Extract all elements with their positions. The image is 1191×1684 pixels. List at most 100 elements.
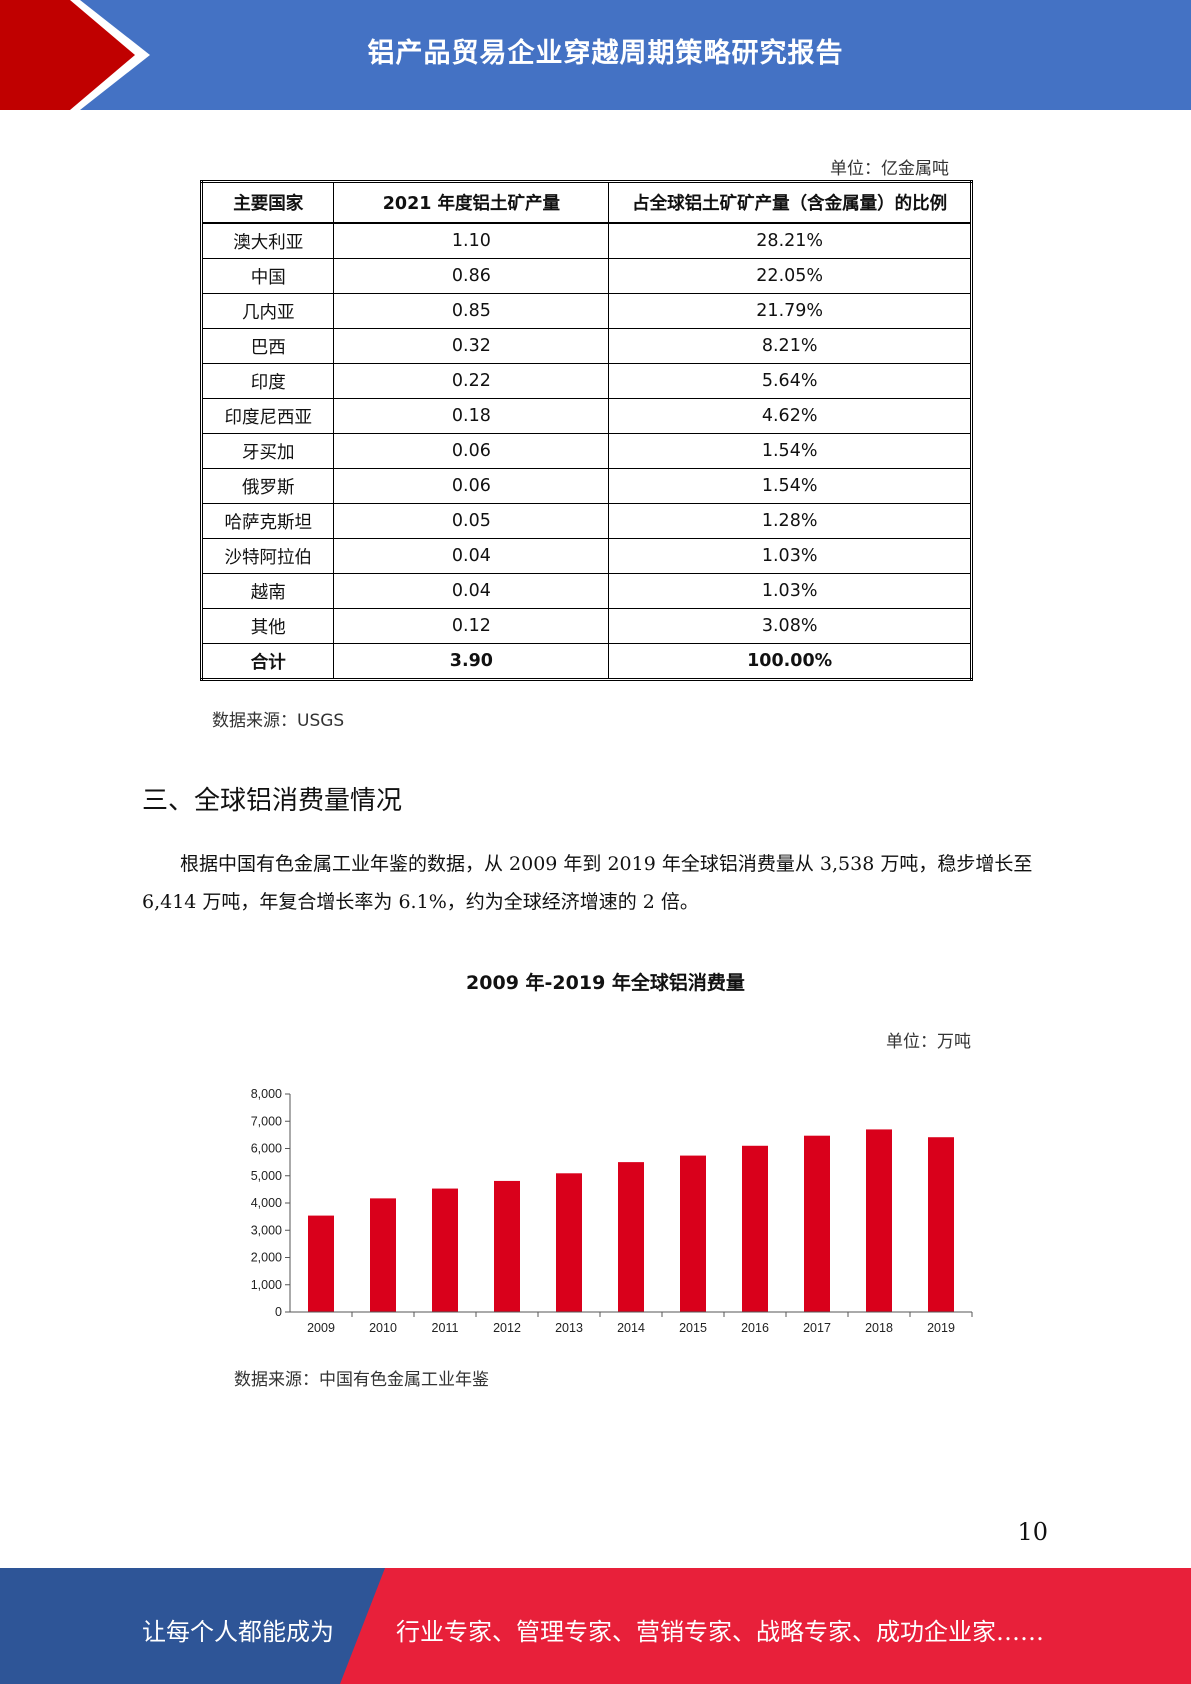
total-production-cell: 3.90 bbox=[333, 643, 610, 681]
country-cell: 俄罗斯 bbox=[200, 468, 335, 504]
footer-band bbox=[0, 1568, 1191, 1684]
table-row: 沙特阿拉伯 0.04 1.03% bbox=[200, 538, 972, 574]
table-row: 俄罗斯 0.06 1.54% bbox=[200, 468, 972, 504]
share-cell: 1.54% bbox=[608, 468, 972, 504]
page-number: 10 bbox=[1017, 1518, 1048, 1546]
table-row: 其他 0.12 3.08% bbox=[200, 608, 972, 644]
table-row: 中国 0.86 22.05% bbox=[200, 258, 972, 294]
share-cell: 5.64% bbox=[608, 363, 972, 399]
country-cell: 巴西 bbox=[200, 328, 335, 364]
y-tick-label: 8,000 bbox=[251, 1087, 282, 1101]
share-cell: 4.62% bbox=[608, 398, 972, 434]
share-cell: 1.28% bbox=[608, 503, 972, 539]
header-country: 主要国家 bbox=[200, 181, 335, 224]
production-cell: 0.18 bbox=[333, 398, 610, 434]
header-production: 2021 年度铝土矿产量 bbox=[333, 181, 610, 224]
table-source-label: 数据来源：USGS bbox=[212, 711, 345, 731]
country-cell: 澳大利亚 bbox=[200, 222, 335, 259]
x-tick-label: 2012 bbox=[493, 1321, 521, 1335]
bar-2012 bbox=[494, 1180, 520, 1312]
y-tick-label: 2,000 bbox=[251, 1251, 282, 1265]
header-arrow-graphic bbox=[0, 0, 150, 110]
country-cell: 其他 bbox=[200, 608, 335, 644]
country-cell: 几内亚 bbox=[200, 293, 335, 329]
bar-2017 bbox=[804, 1135, 830, 1312]
country-cell: 沙特阿拉伯 bbox=[200, 538, 335, 574]
share-cell: 22.05% bbox=[608, 258, 972, 294]
x-tick-label: 2013 bbox=[555, 1321, 583, 1335]
chart-title: 2009 年-2019 年全球铝消费量 bbox=[466, 972, 745, 994]
x-tick-label: 2015 bbox=[679, 1321, 707, 1335]
country-cell: 越南 bbox=[200, 573, 335, 609]
share-cell: 28.21% bbox=[608, 222, 972, 259]
bar-2014 bbox=[618, 1162, 644, 1312]
section-heading: 三、全球铝消费量情况 bbox=[142, 786, 403, 816]
total-label-cell: 合计 bbox=[200, 643, 335, 681]
table-row: 印度 0.22 5.64% bbox=[200, 363, 972, 399]
y-tick-label: 3,000 bbox=[251, 1223, 282, 1237]
x-tick-label: 2009 bbox=[307, 1321, 335, 1335]
production-cell: 1.10 bbox=[333, 222, 610, 259]
table-row: 澳大利亚 1.10 28.21% bbox=[200, 222, 972, 259]
production-cell: 0.06 bbox=[333, 433, 610, 469]
country-cell: 哈萨克斯坦 bbox=[200, 503, 335, 539]
report-title: 铝产品贸易企业穿越周期策略研究报告 bbox=[367, 37, 844, 69]
production-cell: 0.12 bbox=[333, 608, 610, 644]
production-cell: 0.85 bbox=[333, 293, 610, 329]
body-paragraph: 根据中国有色金属工业年鉴的数据，从 2009 年到 2019 年全球铝消费量从 … bbox=[142, 853, 1033, 913]
footer-slogan-right: 行业专家、管理专家、营销专家、战略专家、成功企业家…… bbox=[396, 1618, 1044, 1646]
total-share-cell: 100.00% bbox=[608, 643, 972, 681]
production-cell: 0.32 bbox=[333, 328, 610, 364]
production-cell: 0.05 bbox=[333, 503, 610, 539]
chart-source-label: 数据来源：中国有色金属工业年鉴 bbox=[234, 1370, 489, 1390]
country-cell: 印度尼西亚 bbox=[200, 398, 335, 434]
x-tick-label: 2011 bbox=[432, 1321, 459, 1335]
bar-2019 bbox=[928, 1137, 954, 1312]
table-row: 牙买加 0.06 1.54% bbox=[200, 433, 972, 469]
table-unit-label: 单位：亿金属吨 bbox=[830, 159, 949, 179]
production-cell: 0.22 bbox=[333, 363, 610, 399]
y-tick-label: 0 bbox=[275, 1305, 282, 1319]
bar-2018 bbox=[866, 1129, 892, 1312]
bar-2013 bbox=[556, 1173, 582, 1312]
x-tick-label: 2017 bbox=[803, 1321, 831, 1335]
footer-slogan-left: 让每个人都能成为 bbox=[142, 1618, 334, 1646]
bar-2016 bbox=[742, 1145, 768, 1312]
share-cell: 3.08% bbox=[608, 608, 972, 644]
bar-2015 bbox=[680, 1155, 706, 1312]
share-cell: 8.21% bbox=[608, 328, 972, 364]
y-tick-label: 6,000 bbox=[251, 1142, 282, 1156]
share-cell: 21.79% bbox=[608, 293, 972, 329]
x-tick-label: 2016 bbox=[741, 1321, 769, 1335]
table-total-row: 合计 3.90 100.00% bbox=[200, 643, 972, 681]
table-row: 印度尼西亚 0.18 4.62% bbox=[200, 398, 972, 434]
country-cell: 牙买加 bbox=[200, 433, 335, 469]
y-tick-label: 1,000 bbox=[251, 1278, 282, 1292]
share-cell: 1.03% bbox=[608, 573, 972, 609]
production-cell: 0.86 bbox=[333, 258, 610, 294]
bar-2011 bbox=[432, 1188, 458, 1312]
bauxite-production-table: 主要国家 2021 年度铝土矿产量 占全球铝土矿矿产量（含金属量）的比例 澳大利… bbox=[200, 180, 973, 681]
header-share: 占全球铝土矿矿产量（含金属量）的比例 bbox=[608, 181, 972, 224]
header-band: 铝产品贸易企业穿越周期策略研究报告 bbox=[0, 0, 1191, 110]
country-cell: 中国 bbox=[200, 258, 335, 294]
country-cell: 印度 bbox=[200, 363, 335, 399]
x-tick-label: 2018 bbox=[865, 1321, 893, 1335]
table-row: 几内亚 0.85 21.79% bbox=[200, 293, 972, 329]
x-tick-label: 2019 bbox=[927, 1321, 955, 1335]
table-row: 巴西 0.32 8.21% bbox=[200, 328, 972, 364]
chart-unit-label: 单位：万吨 bbox=[886, 1032, 971, 1052]
x-tick-label: 2010 bbox=[369, 1321, 397, 1335]
share-cell: 1.03% bbox=[608, 538, 972, 574]
table-row: 越南 0.04 1.03% bbox=[200, 573, 972, 609]
production-cell: 0.04 bbox=[333, 573, 610, 609]
y-tick-label: 4,000 bbox=[251, 1196, 282, 1210]
aluminum-consumption-bar-chart: 0 1,000 2,000 3,000 4,000 5,000 6,000 7,000 8,00… bbox=[251, 1087, 973, 1335]
y-tick-label: 7,000 bbox=[251, 1114, 282, 1128]
production-cell: 0.04 bbox=[333, 538, 610, 574]
bar-2009 bbox=[308, 1215, 334, 1312]
bar-2010 bbox=[370, 1198, 396, 1312]
table-row: 哈萨克斯坦 0.05 1.28% bbox=[200, 503, 972, 539]
share-cell: 1.54% bbox=[608, 433, 972, 469]
x-tick-label: 2014 bbox=[617, 1321, 645, 1335]
